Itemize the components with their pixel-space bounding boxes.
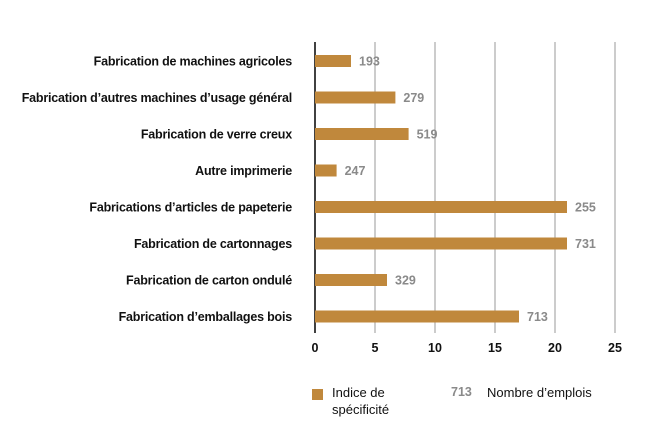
legend-label-specificity: Indice de spécificité [332, 385, 390, 417]
bar [315, 91, 396, 104]
data-label: 731 [575, 237, 596, 251]
x-tick-label-20: 20 [548, 341, 562, 355]
legend: Indice de spécificité 713 Nombre d’emplo… [306, 384, 606, 424]
category-label: Fabrication de carton ondulé [126, 274, 292, 288]
data-label: 279 [403, 91, 424, 105]
x-tick-label-25: 25 [608, 341, 622, 355]
category-label: Autre imprimerie [195, 164, 292, 178]
legend-swatch-specificity [312, 389, 323, 400]
category-label: Fabrication d’autres machines d’usage gé… [22, 91, 292, 105]
bar [315, 310, 519, 323]
data-label: 247 [345, 164, 366, 178]
bar [315, 201, 567, 213]
data-label: 519 [417, 128, 438, 142]
legend-sample-employment: 713 [451, 385, 472, 399]
data-label: 193 [359, 55, 380, 69]
data-label: 329 [395, 274, 416, 288]
bar [315, 128, 409, 140]
bar [315, 55, 351, 67]
category-label: Fabrication de machines agricoles [94, 55, 293, 69]
x-tick-label-10: 10 [428, 341, 442, 355]
data-label: 255 [575, 201, 596, 215]
data-label: 713 [527, 310, 548, 324]
category-label: Fabrication de cartonnages [134, 237, 292, 251]
category-label: Fabrications d’articles de papeterie [89, 201, 292, 215]
x-tick-label-0: 0 [312, 341, 319, 355]
category-label: Fabrication d’emballages bois [119, 310, 293, 324]
x-tick-label-15: 15 [488, 341, 502, 355]
bar [315, 164, 337, 177]
category-label: Fabrication de verre creux [141, 128, 292, 142]
bar [315, 237, 567, 250]
bar [315, 274, 387, 286]
x-tick-label-5: 5 [372, 341, 379, 355]
legend-label-employment: Nombre d’emplois [487, 385, 592, 400]
